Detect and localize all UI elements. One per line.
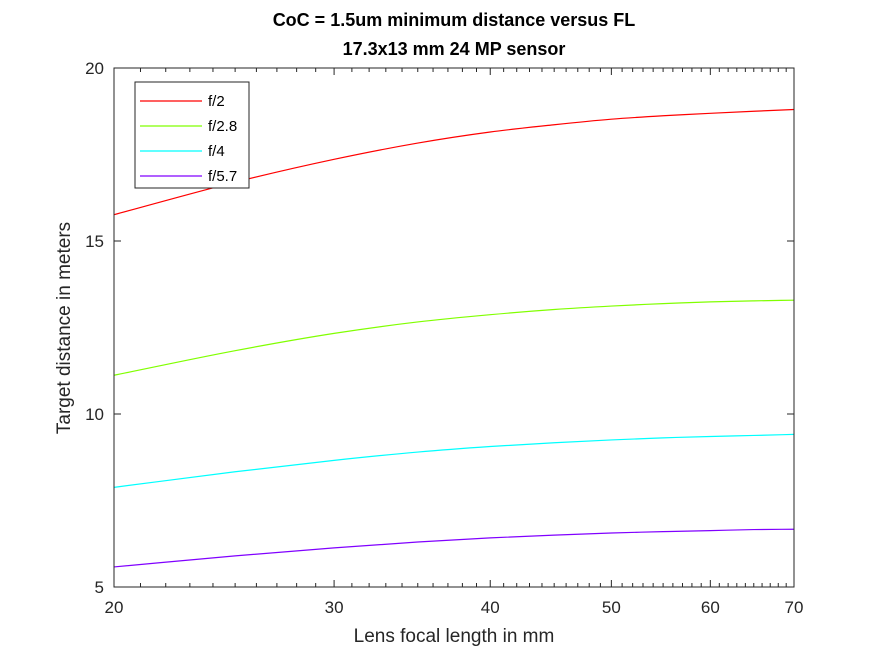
y-tick-label: 20 <box>85 59 104 78</box>
x-tick-label: 70 <box>785 598 804 617</box>
legend-label: f/4 <box>208 143 225 160</box>
x-axis-label: Lens focal length in mm <box>354 626 555 647</box>
x-tick-label: 20 <box>105 598 124 617</box>
y-tick-label: 5 <box>95 578 104 597</box>
x-tick-label: 30 <box>325 598 344 617</box>
chart-title-line-1: CoC = 1.5um minimum distance versus FL <box>273 10 636 30</box>
series-line-3 <box>113 528 795 568</box>
ticks-layer: 20 30 40 50 60 70 5 10 15 20 <box>85 59 803 617</box>
series-line-2 <box>113 433 795 488</box>
series-line-0 <box>113 108 795 216</box>
series-layer <box>113 108 795 568</box>
legend-label: f/2.8 <box>208 118 237 135</box>
legend: f/2 f/2.8 f/4 f/5.7 <box>134 81 250 189</box>
x-tick-label: 50 <box>602 598 621 617</box>
y-tick-label: 15 <box>85 232 104 251</box>
y-tick-label: 10 <box>85 405 104 424</box>
y-axis-label: Target distance in meters <box>54 222 75 434</box>
legend-label: f/2 <box>208 93 225 110</box>
x-tick-label: 40 <box>481 598 500 617</box>
series-line-1 <box>113 299 795 376</box>
x-tick-label: 60 <box>701 598 720 617</box>
plot-frame <box>113 67 795 588</box>
chart-title-line-2: 17.3x13 mm 24 MP sensor <box>343 39 566 59</box>
legend-label: f/5.7 <box>208 168 237 185</box>
legend-box <box>134 81 250 189</box>
